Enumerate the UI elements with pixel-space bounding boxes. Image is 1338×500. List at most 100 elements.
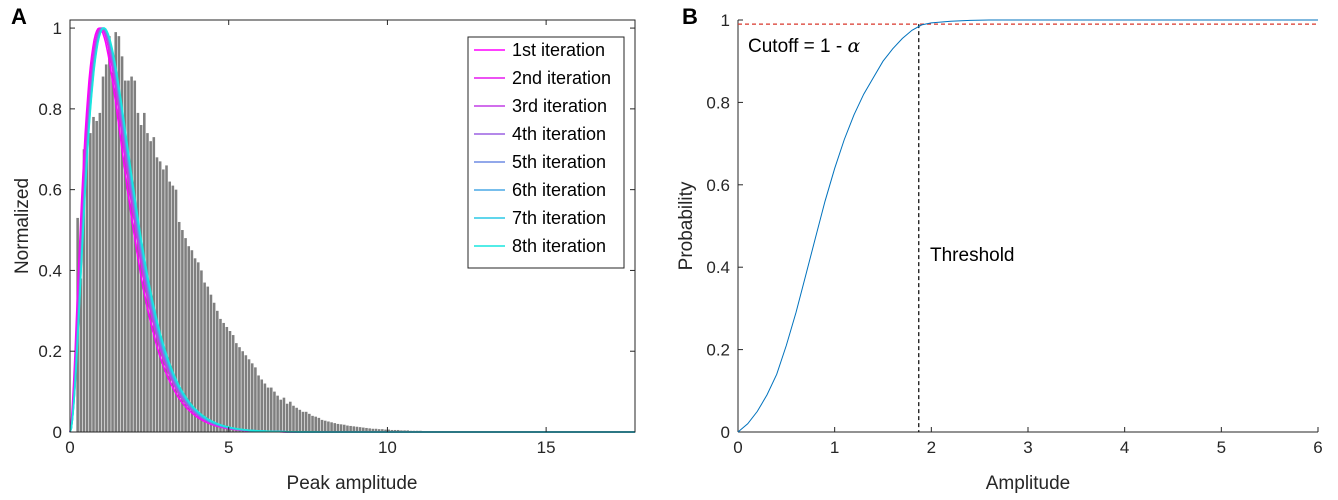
- x-tick-label: 2: [927, 438, 936, 457]
- histogram-bar: [406, 430, 410, 432]
- histogram-bar: [120, 56, 124, 433]
- histogram-bar: [130, 76, 133, 433]
- x-tick-label: 5: [1217, 438, 1226, 457]
- histogram-bar: [158, 161, 162, 432]
- histogram-bar: [292, 405, 295, 432]
- histogram-bar: [308, 413, 311, 432]
- histogram-bar: [282, 397, 286, 432]
- histogram-bar: [384, 429, 387, 432]
- x-tick-label: 4: [1120, 438, 1129, 457]
- histogram-bar: [235, 343, 238, 432]
- legend-entry: 1st iteration: [512, 40, 605, 60]
- histogram-bar: [174, 189, 178, 432]
- histogram-bar: [374, 428, 378, 432]
- histogram-bar: [171, 185, 175, 432]
- y-tick-label: 0.2: [38, 342, 62, 361]
- histogram-bar: [95, 120, 98, 432]
- histogram-bar: [298, 409, 302, 432]
- histogram-bar: [162, 169, 165, 432]
- histogram-bar: [257, 375, 260, 432]
- histogram-bar: [355, 426, 359, 432]
- panel-a-label: A: [11, 4, 27, 29]
- histogram-bar: [114, 32, 118, 432]
- histogram-bar: [82, 149, 86, 433]
- cdf-curve: [737, 19, 1318, 433]
- x-axis-label-a: Peak amplitude: [287, 473, 418, 494]
- cutoff-label: Cutoff = 1 - α: [748, 35, 860, 57]
- histogram-bar: [266, 387, 270, 432]
- legend-entry: 4th iteration: [512, 124, 606, 144]
- histogram-bar: [320, 419, 324, 432]
- histogram-bar: [279, 399, 283, 432]
- histogram-bar: [260, 379, 264, 432]
- histogram-bar: [101, 76, 105, 433]
- histogram-bar: [396, 429, 400, 432]
- histogram-bar: [400, 430, 403, 432]
- legend-entry: 3rd iteration: [512, 96, 607, 116]
- histogram-bar: [269, 387, 273, 432]
- alpha-symbol: α: [847, 35, 860, 57]
- histogram-bar: [285, 403, 289, 432]
- axes-box-a: [69, 19, 636, 433]
- cdf-chart: 0 1 2 3 4 5 6 0 0.2 0.4 0.6 0.8 1 Cutoff = 1 - α Thr…: [676, 11, 1323, 494]
- y-tick-label: 0.4: [706, 258, 730, 277]
- histogram-bar: [149, 141, 152, 433]
- histogram-bar: [219, 318, 222, 432]
- histogram-bar: [368, 428, 371, 432]
- histogram-bar: [349, 425, 352, 432]
- histogram-bar: [222, 322, 225, 432]
- histogram-bar: [203, 282, 206, 432]
- histogram-bar: [228, 331, 232, 432]
- histogram-bar: [136, 112, 140, 432]
- y-tick-label: 0: [721, 423, 730, 442]
- ticks-b: 0 1 2 3 4 5 6 0 0.2 0.4 0.6 0.8 1: [706, 11, 1322, 457]
- histogram-bar: [289, 401, 292, 432]
- histogram-bar: [323, 420, 327, 432]
- histogram-bar: [371, 428, 375, 432]
- histogram-bar: [184, 238, 187, 432]
- histogram-bar: [79, 278, 83, 432]
- histogram-bar: [231, 335, 235, 432]
- histogram-bar: [365, 427, 368, 432]
- x-tick-label: 3: [1023, 438, 1032, 457]
- histogram-bar: [403, 430, 406, 432]
- legend-entry: 8th iteration: [512, 236, 606, 256]
- legend-entry: 5th iteration: [512, 152, 606, 172]
- histogram-bar: [104, 64, 108, 433]
- histogram-bar: [336, 423, 340, 432]
- histogram-bar: [117, 36, 121, 433]
- histogram-bar: [301, 411, 305, 432]
- histogram-bar: [212, 302, 216, 432]
- histogram-bar: [190, 250, 194, 432]
- histogram-bar: [381, 429, 384, 432]
- histogram-chart: 0 5 10 15 0 0.2 0.4 0.6 0.8 1 Peak amplitude Norm…: [12, 19, 636, 494]
- histogram-bars: [76, 32, 514, 433]
- legend: 1st iteration 2nd iteration 3rd iteration 4…: [467, 36, 625, 269]
- histogram-bar: [314, 416, 317, 432]
- histogram-bar: [387, 429, 390, 432]
- histogram-bar: [200, 270, 203, 432]
- histogram-bar: [311, 415, 314, 432]
- histogram-bar: [177, 221, 181, 432]
- histogram-bar: [393, 429, 397, 432]
- histogram-bar: [346, 425, 349, 432]
- y-tick-label: 0.2: [706, 341, 730, 360]
- x-tick-label: 5: [224, 438, 233, 457]
- histogram-bar: [155, 157, 159, 433]
- panel-b-label: B: [682, 4, 698, 29]
- histogram-bar: [225, 326, 229, 432]
- histogram-bar: [390, 429, 394, 432]
- histogram-bar: [295, 407, 298, 432]
- histogram-bar: [92, 116, 95, 433]
- histogram-bar: [216, 310, 219, 432]
- histogram-bar: [358, 427, 362, 432]
- histogram-bar: [263, 383, 267, 432]
- histogram-bar: [352, 426, 356, 432]
- histogram-bar: [193, 258, 197, 432]
- y-tick-label: 1: [721, 11, 730, 30]
- histogram-bar: [98, 112, 102, 432]
- histogram-bar: [342, 424, 346, 432]
- y-tick-label: 0.6: [38, 181, 62, 200]
- legend-entry: 7th iteration: [512, 208, 606, 228]
